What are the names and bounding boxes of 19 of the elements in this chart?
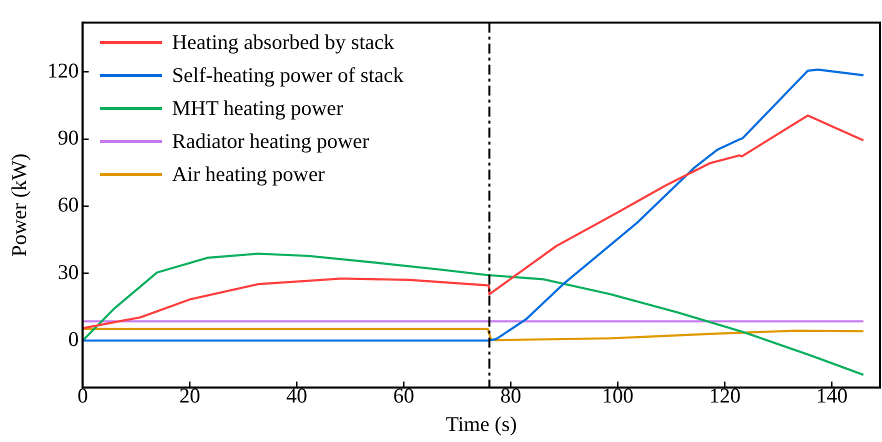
- x-tick-label: 100: [602, 384, 634, 408]
- x-axis-title: Time (s): [446, 412, 517, 436]
- x-tick-label: 40: [286, 384, 308, 408]
- legend-label: Air heating power: [172, 161, 325, 188]
- legend-label: Self-heating power of stack: [172, 62, 404, 89]
- x-tick-label: 20: [179, 384, 200, 408]
- x-tick-label: 120: [709, 384, 741, 408]
- y-tick-label: 0: [68, 327, 79, 352]
- legend-label: Radiator heating power: [172, 128, 370, 155]
- x-tick-label: 140: [816, 384, 848, 408]
- legend-label: MHT heating power: [172, 95, 344, 122]
- y-tick-label: 30: [58, 260, 79, 284]
- legend-label: Heating absorbed by stack: [172, 29, 394, 56]
- x-tick-label: 80: [500, 384, 522, 408]
- y-tick-label: 90: [58, 126, 79, 150]
- y-tick-label: 120: [47, 58, 79, 82]
- x-tick-label: 60: [393, 384, 414, 408]
- y-axis-title: Power (kW): [7, 153, 32, 257]
- y-tick-label: 60: [58, 192, 79, 217]
